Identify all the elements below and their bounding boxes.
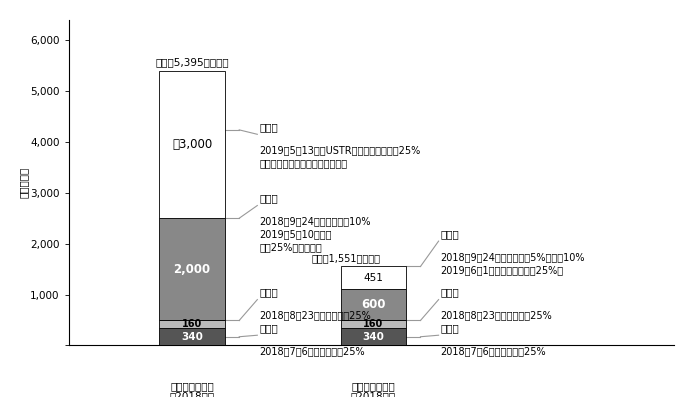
Text: （合芈1,551億ドル）: （合芈1,551億ドル）	[312, 253, 380, 264]
Text: 340: 340	[181, 332, 203, 342]
Text: 約3,000: 約3,000	[172, 138, 212, 151]
Text: 2,000: 2,000	[173, 262, 211, 276]
Text: 340: 340	[363, 332, 385, 342]
Text: 2018年8月23日発動、税猁25%: 2018年8月23日発動、税猁25%	[259, 298, 371, 320]
Text: 2019年5月13日にUSTRにより発表、税猁25%
公聴会などを経て発動される予定: 2019年5月13日にUSTRにより発表、税猁25% 公聴会などを経て発動される…	[259, 133, 420, 168]
Text: 第三弾: 第三弾	[440, 229, 459, 239]
Text: 第一弾: 第一弾	[440, 323, 459, 333]
Text: 2018年7月6日発動、税猁25%: 2018年7月6日発動、税猁25%	[440, 333, 546, 356]
Bar	[160, 328, 225, 345]
Y-axis label: （億ドル）: （億ドル）	[19, 167, 29, 198]
Text: 第三弾: 第三弾	[259, 193, 278, 204]
Text: 600: 600	[361, 298, 385, 311]
Text: 160: 160	[182, 319, 202, 329]
Text: （2018年）: （2018年）	[169, 391, 215, 397]
Text: 中国の対米輸入: 中国の対米輸入	[352, 381, 395, 391]
Text: 2018年8月23日発動、税猁25%: 2018年8月23日発動、税猁25%	[440, 298, 552, 320]
Text: 2018年7月6日発動、税猁25%: 2018年7月6日発動、税猁25%	[259, 333, 365, 356]
Text: 第四弾: 第四弾	[259, 122, 278, 132]
Text: 第二弾: 第二弾	[259, 287, 278, 298]
Text: 第二弾: 第二弾	[440, 287, 459, 298]
Text: 2018年9月24日発動、税猁5%または10%
2019年6月1日から税率は最大25%へ: 2018年9月24日発動、税猁5%または10% 2019年6月1日から税率は最大…	[440, 239, 585, 275]
Bar	[160, 71, 225, 218]
Text: 第一弾: 第一弾	[259, 323, 278, 333]
Bar	[341, 266, 406, 289]
Bar	[341, 320, 406, 328]
Bar	[341, 289, 406, 320]
Bar	[160, 320, 225, 328]
Bar	[341, 328, 406, 345]
Text: 160: 160	[363, 319, 383, 329]
Text: 2018年9月24日発動、税猁10%
2019年5月10日から
税猁25%へ引き上げ: 2018年9月24日発動、税猁10% 2019年5月10日から 税猁25%へ引き…	[259, 204, 371, 252]
Text: （2018年）: （2018年）	[351, 391, 396, 397]
Text: 451: 451	[363, 273, 383, 283]
Text: （合芈5,395億ドル）: （合芈5,395億ドル）	[155, 57, 229, 67]
Bar	[160, 218, 225, 320]
Text: 米国の対中輸入: 米国の対中輸入	[170, 381, 214, 391]
